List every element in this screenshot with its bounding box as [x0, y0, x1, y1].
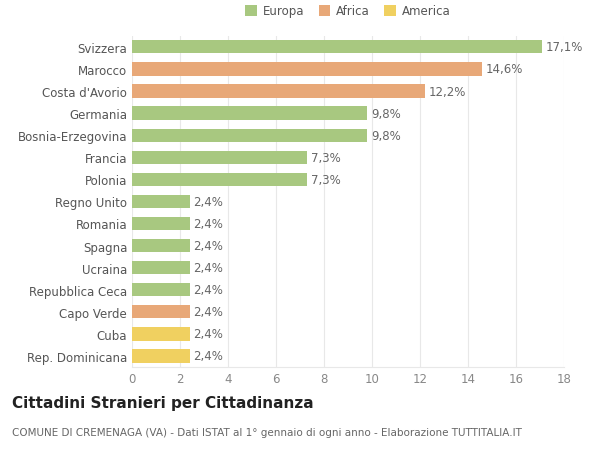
Text: 17,1%: 17,1% [546, 41, 583, 54]
Text: 2,4%: 2,4% [193, 328, 223, 341]
Text: 14,6%: 14,6% [486, 63, 523, 76]
Text: 12,2%: 12,2% [428, 85, 466, 98]
Bar [132, 196, 190, 208]
Text: 7,3%: 7,3% [311, 174, 341, 186]
Text: 2,4%: 2,4% [193, 240, 223, 252]
Legend: Europa, Africa, America: Europa, Africa, America [243, 3, 453, 21]
Bar [132, 240, 190, 252]
Bar [132, 63, 482, 76]
Bar [132, 262, 190, 274]
Text: COMUNE DI CREMENAGA (VA) - Dati ISTAT al 1° gennaio di ogni anno - Elaborazione : COMUNE DI CREMENAGA (VA) - Dati ISTAT al… [12, 427, 522, 437]
Text: 2,4%: 2,4% [193, 284, 223, 297]
Bar [132, 174, 307, 186]
Text: 9,8%: 9,8% [371, 129, 401, 142]
Bar [132, 41, 542, 54]
Bar [132, 284, 190, 297]
Bar [132, 350, 190, 363]
Text: 2,4%: 2,4% [193, 196, 223, 208]
Bar [132, 129, 367, 142]
Bar [132, 151, 307, 164]
Text: 2,4%: 2,4% [193, 262, 223, 274]
Bar [132, 85, 425, 98]
Text: 2,4%: 2,4% [193, 218, 223, 230]
Text: Cittadini Stranieri per Cittadinanza: Cittadini Stranieri per Cittadinanza [12, 395, 314, 410]
Text: 2,4%: 2,4% [193, 350, 223, 363]
Text: 7,3%: 7,3% [311, 151, 341, 164]
Text: 9,8%: 9,8% [371, 107, 401, 120]
Bar [132, 218, 190, 230]
Bar [132, 328, 190, 341]
Bar [132, 107, 367, 120]
Text: 2,4%: 2,4% [193, 306, 223, 319]
Bar [132, 306, 190, 319]
